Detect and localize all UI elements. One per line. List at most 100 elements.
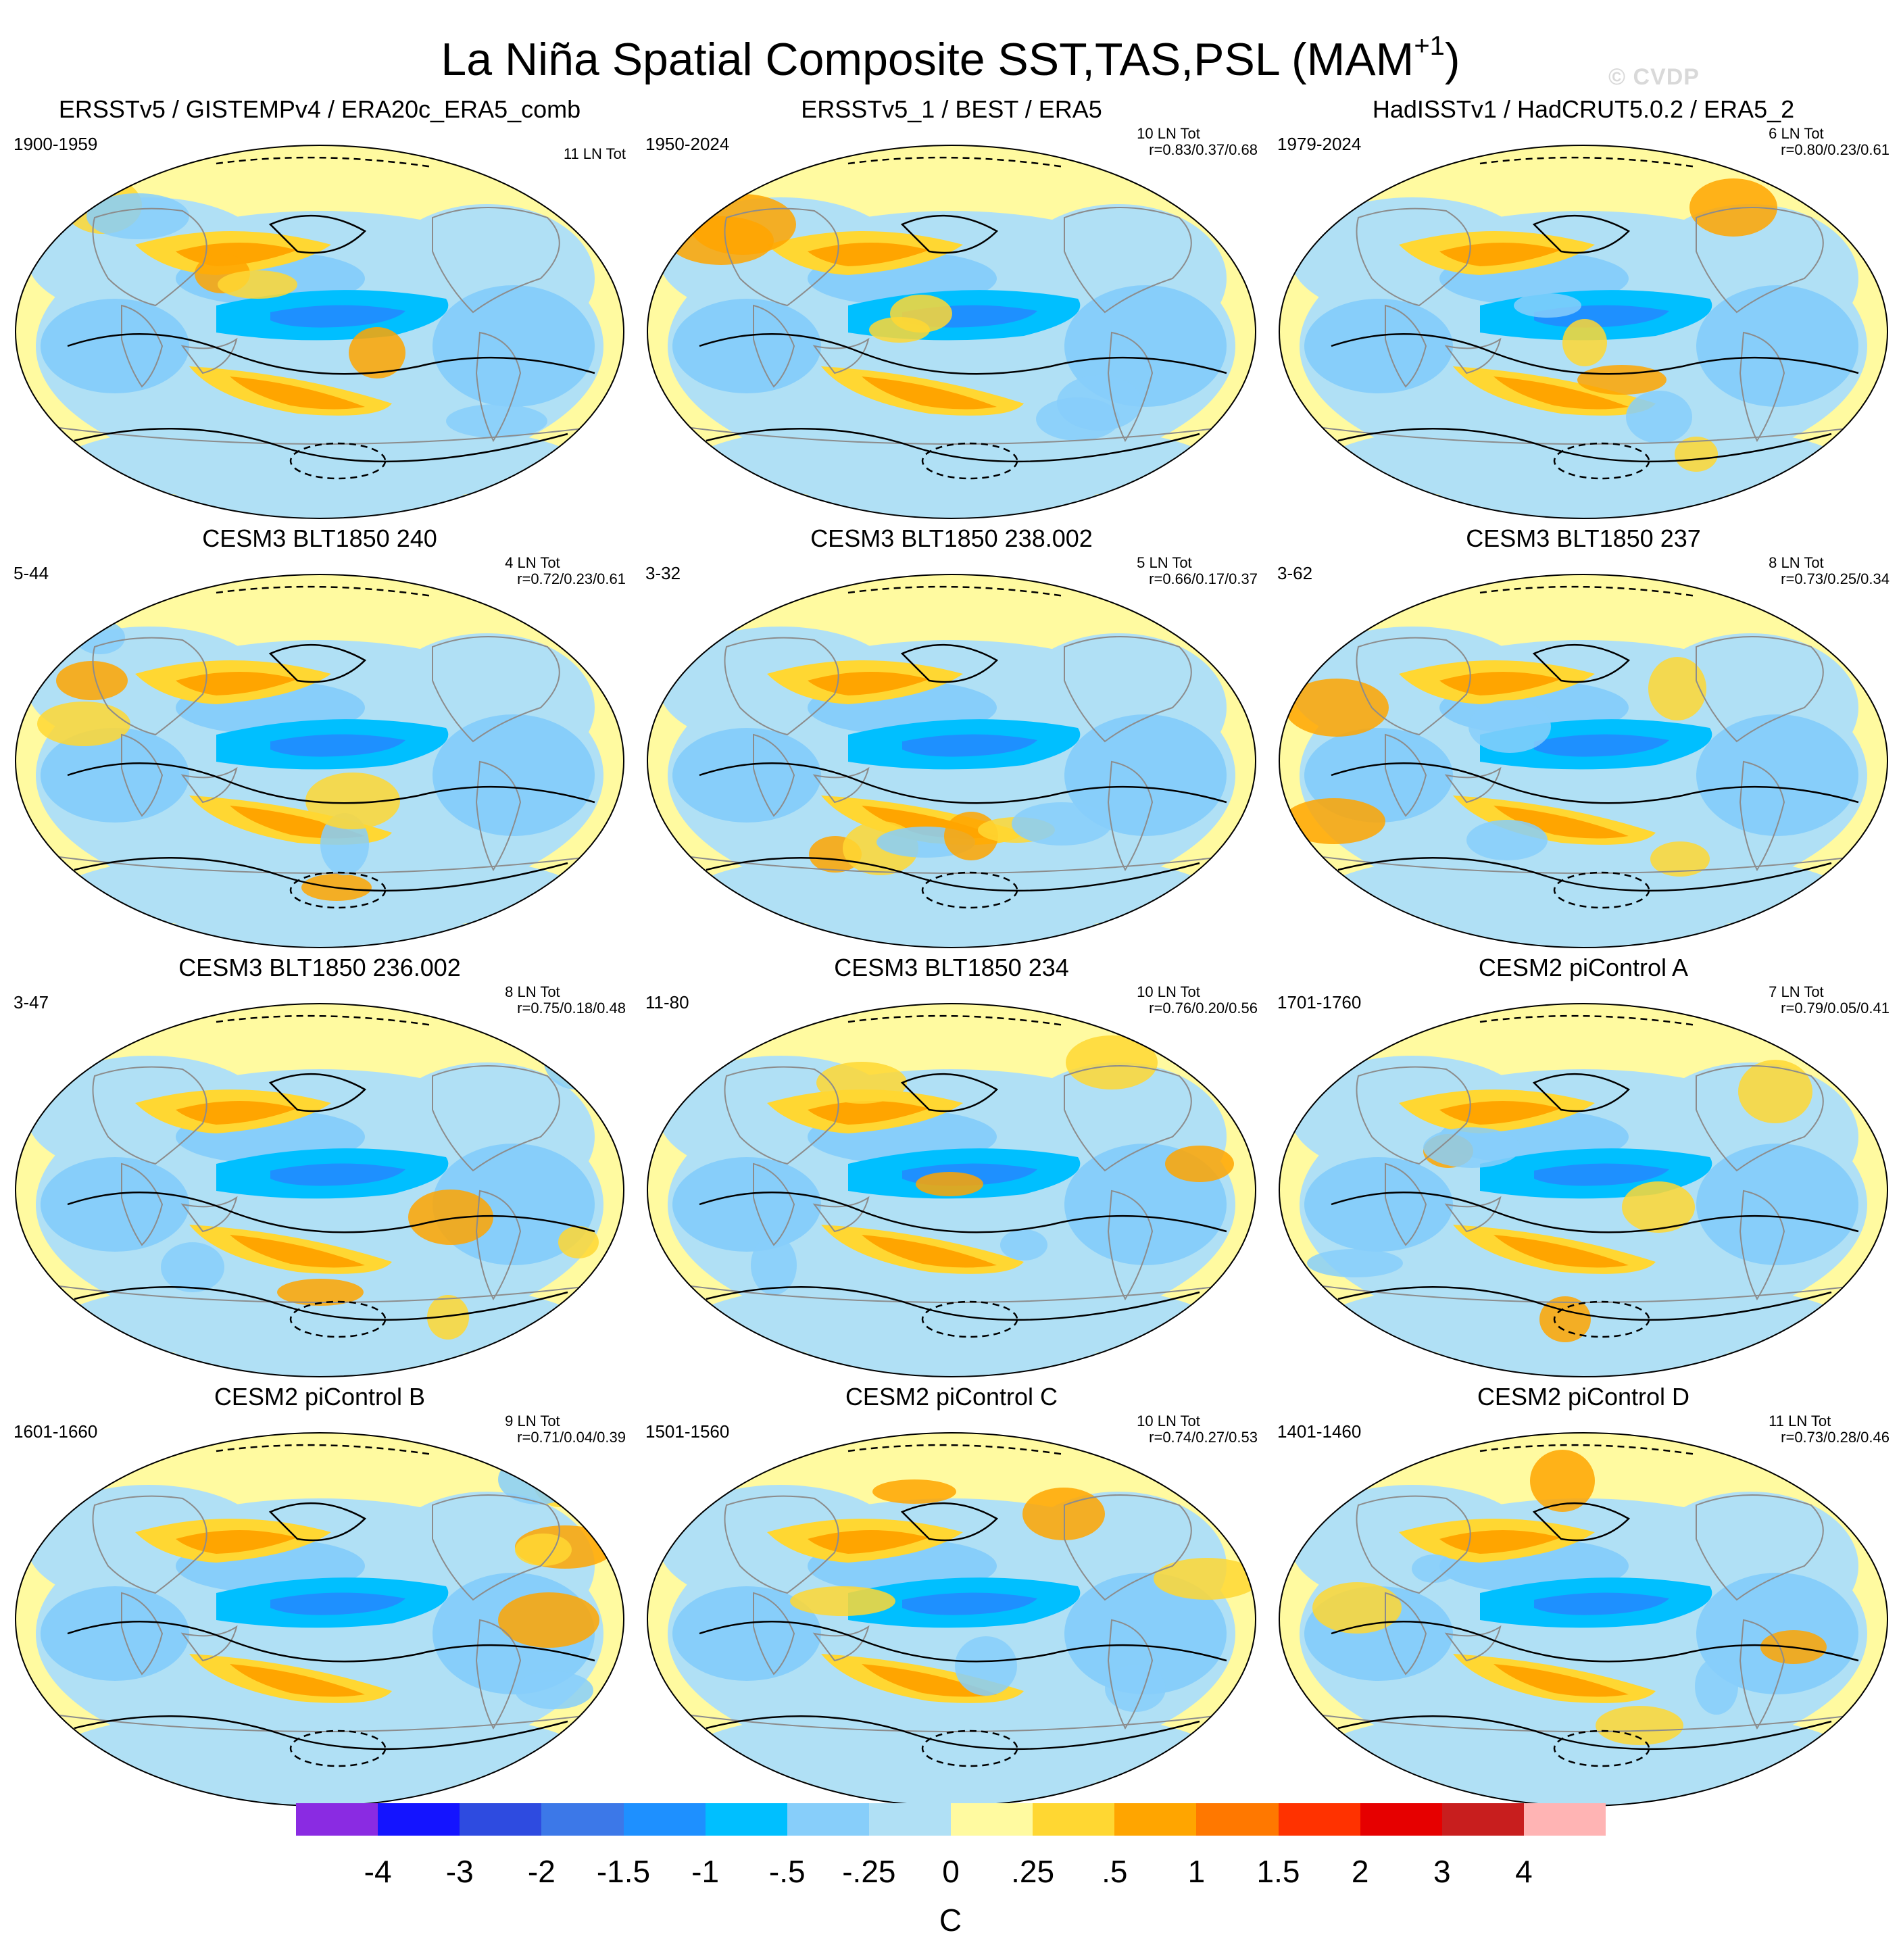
- pattern-correlation-text: r=0.73/0.28/0.46: [1781, 1429, 1890, 1446]
- global-map: [1279, 1003, 1888, 1377]
- panel-years: 11-80: [645, 992, 689, 1012]
- colorbar-swatch: [460, 1803, 542, 1836]
- panel-event-count: 9 LN Tot r=0.71/0.04/0.39: [505, 1413, 626, 1446]
- anomaly-field: [647, 1004, 1256, 1377]
- anomaly-field: [647, 1433, 1256, 1806]
- event-count-text: 10 LN Tot: [1137, 983, 1200, 1000]
- panel-event-count: 6 LN Tot r=0.80/0.23/0.61: [1769, 126, 1890, 158]
- colorbar-tick-label: .25: [1011, 1854, 1055, 1889]
- panel-event-count: 11 LN Tot r=0.73/0.28/0.46: [1769, 1413, 1890, 1446]
- panel-title: CESM2 piControl B: [214, 1383, 426, 1411]
- anomaly-field: [1279, 1433, 1887, 1806]
- map-panel: ERSSTv5 / GISTEMPv4 / ERA20c_ERA5_comb 19…: [5, 95, 634, 524]
- colorbar-swatch: [787, 1803, 869, 1836]
- global-map: [647, 1432, 1256, 1807]
- global-map: [647, 145, 1256, 519]
- event-count-text: 10 LN Tot: [1137, 125, 1200, 142]
- panel-title: CESM2 piControl D: [1477, 1383, 1690, 1411]
- map-panel: CESM3 BLT1850 240 5-44 4 LN Tot r=0.72/0.23…: [5, 524, 634, 953]
- colorbar-swatch: [541, 1803, 624, 1836]
- panel-title: CESM3 BLT1850 238.002: [810, 524, 1093, 552]
- pattern-correlation-text: r=0.71/0.04/0.39: [517, 1429, 626, 1446]
- global-map: [15, 574, 624, 948]
- colorbar-tick-label: 2: [1351, 1854, 1369, 1889]
- anomaly-field: [647, 574, 1256, 948]
- colorbar-tick-label: -4: [364, 1854, 392, 1889]
- colorbar-tick-label: .5: [1102, 1854, 1128, 1889]
- map-panel: CESM3 BLT1850 238.002 3-32 5 LN Tot r=0.66/…: [637, 524, 1266, 953]
- event-count-text: 11 LN Tot: [563, 145, 626, 162]
- panel-title: CESM3 BLT1850 234: [834, 954, 1069, 981]
- colorbar-tick-label: -.25: [842, 1854, 896, 1889]
- pattern-correlation-text: r=0.72/0.23/0.61: [517, 570, 626, 587]
- pattern-correlation-text: r=0.80/0.23/0.61: [1781, 141, 1890, 158]
- global-map: [1279, 145, 1888, 519]
- colorbar-swatch: [868, 1803, 951, 1836]
- panel-event-count: 10 LN Tot r=0.74/0.27/0.53: [1137, 1413, 1258, 1446]
- colorbar-swatch: [623, 1803, 706, 1836]
- panel-title: ERSSTv5 / GISTEMPv4 / ERA20c_ERA5_comb: [58, 95, 581, 123]
- colorbar-tick-label: -3: [445, 1854, 474, 1889]
- panel-event-count: 11 LN Tot: [564, 146, 626, 162]
- anomaly-field: [1279, 145, 1887, 518]
- panel-title: ERSSTv5_1 / BEST / ERA5: [801, 95, 1102, 123]
- colorbar-tick-label: -.5: [768, 1854, 806, 1889]
- panel-event-count: 4 LN Tot r=0.72/0.23/0.61: [505, 555, 626, 587]
- map-panel: CESM3 BLT1850 236.002 3-47 8 LN Tot r=0.75/…: [5, 953, 634, 1382]
- colorbar-swatch: [705, 1803, 787, 1836]
- map-panel: CESM3 BLT1850 234 11-80 10 LN Tot r=0.76/0.…: [637, 953, 1266, 1382]
- panel-title: CESM2 piControl C: [845, 1383, 1058, 1411]
- colorbar-swatch: [296, 1803, 378, 1836]
- panel-years: 1900-1959: [14, 134, 98, 154]
- figure-title: La Niña Spatial Composite SST,TAS,PSL (M…: [441, 31, 1460, 85]
- panel-event-count: 8 LN Tot r=0.73/0.25/0.34: [1769, 555, 1890, 587]
- colorbar-tick-label: 3: [1433, 1854, 1451, 1889]
- panel-years: 1601-1660: [14, 1421, 98, 1442]
- panel-years: 1401-1460: [1277, 1421, 1362, 1442]
- pattern-correlation-text: r=0.73/0.25/0.34: [1781, 570, 1890, 587]
- global-map: [647, 1003, 1256, 1377]
- anomaly-field: [16, 1004, 624, 1377]
- event-count-text: 8 LN Tot: [505, 983, 560, 1000]
- pattern-correlation-text: r=0.74/0.27/0.53: [1149, 1429, 1258, 1446]
- cvdp-watermark: © CVDP: [1608, 64, 1700, 90]
- colorbar-tick-label: -2: [527, 1854, 556, 1889]
- panel-years: 1501-1560: [645, 1421, 730, 1442]
- pattern-correlation-text: r=0.76/0.20/0.56: [1149, 1000, 1258, 1016]
- colorbar-swatch: [1360, 1803, 1442, 1836]
- event-count-text: 9 LN Tot: [505, 1413, 560, 1429]
- panel-years: 3-47: [14, 992, 49, 1012]
- panel-years: 5-44: [14, 563, 49, 583]
- map-panel: CESM2 piControl B 1601-1660 9 LN Tot r=0.71…: [5, 1382, 634, 1811]
- event-count-text: 11 LN Tot: [1769, 1413, 1831, 1429]
- panel-years: 3-62: [1277, 563, 1313, 583]
- colorbar-swatch: [1033, 1803, 1115, 1836]
- event-count-text: 8 LN Tot: [1769, 554, 1824, 571]
- colorbar-tick-label: -1: [691, 1854, 720, 1889]
- panel-title: CESM3 BLT1850 240: [202, 524, 437, 552]
- event-count-text: 5 LN Tot: [1137, 554, 1192, 571]
- panel-event-count: 5 LN Tot r=0.66/0.17/0.37: [1137, 555, 1258, 587]
- colorbar-swatch: [1278, 1803, 1360, 1836]
- panel-title: CESM2 piControl A: [1478, 954, 1689, 981]
- global-map: [1279, 574, 1888, 948]
- colorbar-tick-label: 0: [942, 1854, 960, 1889]
- global-map: [15, 1003, 624, 1377]
- pattern-correlation-text: r=0.79/0.05/0.41: [1781, 1000, 1890, 1016]
- pattern-correlation-text: r=0.83/0.37/0.68: [1149, 141, 1258, 158]
- panel-years: 1979-2024: [1277, 134, 1362, 154]
- map-panel: ERSSTv5_1 / BEST / ERA5 1950-2024 10 LN To…: [637, 95, 1266, 524]
- colorbar-tick-label: 1: [1187, 1854, 1206, 1889]
- colorbar-swatch: [1441, 1803, 1524, 1836]
- colorbar: [296, 1803, 1606, 1836]
- panel-title: CESM3 BLT1850 237: [1466, 524, 1701, 552]
- panel-event-count: 7 LN Tot r=0.79/0.05/0.41: [1769, 984, 1890, 1016]
- panel-years: 1950-2024: [645, 134, 730, 154]
- map-panel: CESM2 piControl D 1401-1460 11 LN Tot r=0.7…: [1269, 1382, 1898, 1811]
- anomaly-field: [647, 145, 1256, 518]
- pattern-correlation-text: r=0.75/0.18/0.48: [517, 1000, 626, 1016]
- global-map: [15, 1432, 624, 1807]
- panel-years: 3-32: [645, 563, 681, 583]
- map-panel: HadISSTv1 / HadCRUT5.0.2 / ERA5_2 1979-20…: [1269, 95, 1898, 524]
- global-map: [647, 574, 1256, 948]
